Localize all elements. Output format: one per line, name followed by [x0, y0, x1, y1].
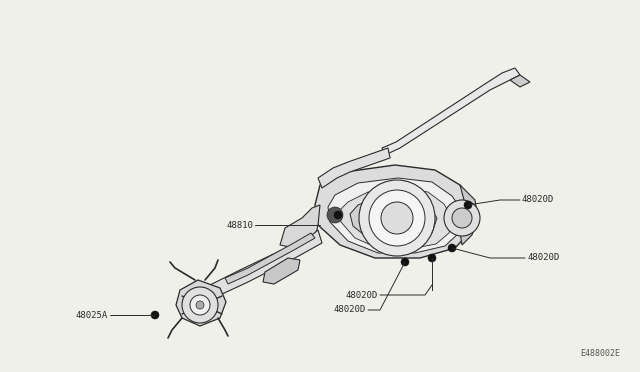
Polygon shape — [460, 185, 478, 245]
Polygon shape — [176, 280, 226, 326]
Text: E488002E: E488002E — [580, 349, 620, 358]
Text: 48020D: 48020D — [527, 253, 559, 263]
Circle shape — [369, 190, 425, 246]
Circle shape — [359, 180, 435, 256]
Polygon shape — [263, 258, 300, 284]
Circle shape — [401, 258, 409, 266]
Circle shape — [190, 295, 210, 315]
Polygon shape — [510, 75, 530, 87]
Circle shape — [334, 211, 342, 219]
Circle shape — [428, 254, 436, 262]
Circle shape — [444, 200, 480, 236]
Circle shape — [196, 301, 204, 309]
Circle shape — [464, 201, 472, 209]
Circle shape — [151, 311, 159, 319]
Polygon shape — [340, 188, 452, 249]
Polygon shape — [210, 230, 322, 295]
Polygon shape — [225, 233, 315, 284]
Polygon shape — [328, 178, 463, 253]
Polygon shape — [318, 148, 390, 188]
Text: 48810: 48810 — [226, 221, 253, 230]
Polygon shape — [280, 205, 320, 248]
Polygon shape — [382, 68, 520, 155]
Text: 48025A: 48025A — [76, 311, 108, 320]
Polygon shape — [350, 196, 437, 244]
Circle shape — [452, 208, 472, 228]
Text: 48020D: 48020D — [333, 305, 366, 314]
Polygon shape — [315, 165, 475, 258]
Circle shape — [381, 202, 413, 234]
Text: 48020D: 48020D — [522, 196, 554, 205]
Circle shape — [182, 287, 218, 323]
Text: 48020D: 48020D — [346, 291, 378, 299]
Circle shape — [327, 207, 343, 223]
Circle shape — [448, 244, 456, 252]
